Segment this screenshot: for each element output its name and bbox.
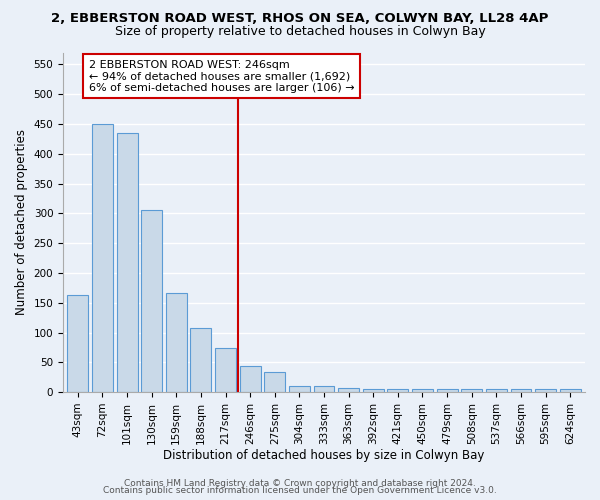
Bar: [190, 328, 211, 392]
Bar: [289, 386, 310, 392]
Y-axis label: Number of detached properties: Number of detached properties: [15, 130, 28, 316]
Bar: [92, 124, 113, 392]
X-axis label: Distribution of detached houses by size in Colwyn Bay: Distribution of detached houses by size …: [163, 450, 485, 462]
Text: 2 EBBERSTON ROAD WEST: 246sqm
← 94% of detached houses are smaller (1,692)
6% of: 2 EBBERSTON ROAD WEST: 246sqm ← 94% of d…: [89, 60, 355, 93]
Bar: [67, 295, 88, 392]
Bar: [239, 366, 260, 392]
Bar: [388, 389, 409, 392]
Bar: [535, 389, 556, 392]
Bar: [461, 389, 482, 392]
Text: Contains HM Land Registry data © Crown copyright and database right 2024.: Contains HM Land Registry data © Crown c…: [124, 478, 476, 488]
Bar: [314, 386, 334, 392]
Bar: [265, 372, 285, 392]
Bar: [363, 388, 384, 392]
Text: Contains public sector information licensed under the Open Government Licence v3: Contains public sector information licen…: [103, 486, 497, 495]
Bar: [437, 389, 458, 392]
Bar: [560, 389, 581, 392]
Text: 2, EBBERSTON ROAD WEST, RHOS ON SEA, COLWYN BAY, LL28 4AP: 2, EBBERSTON ROAD WEST, RHOS ON SEA, COL…: [52, 12, 548, 26]
Bar: [166, 292, 187, 392]
Bar: [486, 389, 507, 392]
Bar: [215, 348, 236, 392]
Bar: [116, 133, 137, 392]
Bar: [511, 389, 532, 392]
Bar: [412, 389, 433, 392]
Text: Size of property relative to detached houses in Colwyn Bay: Size of property relative to detached ho…: [115, 25, 485, 38]
Bar: [141, 210, 162, 392]
Bar: [338, 388, 359, 392]
